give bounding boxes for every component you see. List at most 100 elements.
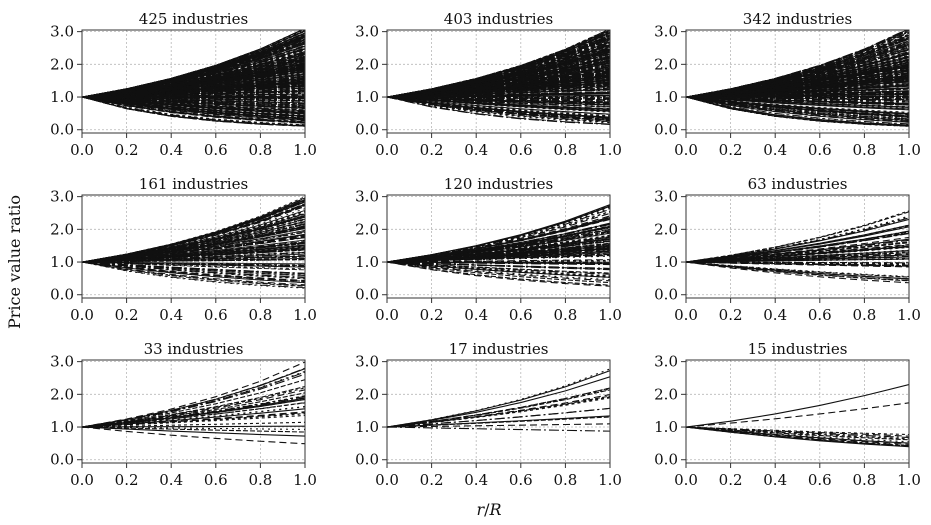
x-tick-label: 0.8: [553, 471, 577, 489]
series-line: [387, 72, 610, 98]
panel-title: 425 industries: [139, 10, 248, 28]
plot-frame: [685, 194, 910, 299]
series-line: [82, 96, 305, 124]
series-line: [686, 224, 909, 263]
y-tick-label: 1.0: [654, 418, 678, 436]
series-line: [82, 96, 305, 108]
panel-title: 161 industries: [139, 175, 248, 193]
chart-panel: 0.0 0.2 0.4 0.6 0.8 1.0 0.0 1.0 2.0 3.0 403 indust…: [355, 10, 622, 159]
panel-title: 33 industries: [144, 340, 244, 358]
series-line: [387, 240, 610, 263]
series-line: [387, 205, 610, 263]
series-line: [82, 261, 305, 271]
y-tick-label: 1.0: [50, 88, 74, 106]
series-line: [387, 96, 610, 123]
y-tick-label: 0.0: [50, 121, 74, 139]
series-line: [82, 408, 305, 428]
series-group: [387, 30, 610, 126]
series-line: [686, 96, 909, 118]
chart-panel: 0.0 0.2 0.4 0.6 0.8 1.0 0.0 1.0 2.0 3.0 120 indust…: [355, 175, 622, 324]
series-group: [686, 210, 909, 284]
series-line: [82, 252, 305, 263]
series-line: [387, 261, 610, 284]
y-tick-label: 1.0: [355, 88, 379, 106]
series-line: [387, 261, 610, 282]
series-line: [387, 96, 610, 120]
x-tick-label: 0.2: [115, 471, 139, 489]
series-group: [686, 383, 909, 448]
y-tick-label: 2.0: [355, 220, 379, 238]
series-line: [82, 96, 305, 99]
series-line: [82, 397, 305, 428]
series-line: [387, 96, 610, 98]
x-tick-label: 0.0: [70, 306, 94, 324]
series-line: [387, 423, 610, 428]
x-tick-label: 0.0: [70, 471, 94, 489]
y-tick-label: 2.0: [654, 55, 678, 73]
series-line: [686, 426, 909, 437]
x-axis-title-R: R: [489, 500, 502, 519]
series-line: [82, 261, 305, 275]
y-tick-label: 1.0: [654, 88, 678, 106]
series-line: [686, 67, 909, 98]
plot-frame: [386, 194, 611, 299]
x-tick-label: 0.8: [852, 471, 876, 489]
series-line: [686, 96, 909, 101]
series-line: [82, 426, 305, 437]
x-tick-label: 0.8: [248, 306, 272, 324]
series-line: [387, 96, 610, 115]
series-line: [82, 379, 305, 428]
series-line: [82, 261, 305, 267]
series-line: [387, 96, 610, 101]
series-line: [82, 203, 305, 263]
y-tick-label: 2.0: [50, 220, 74, 238]
series-line: [686, 96, 909, 123]
series-line: [387, 250, 610, 263]
series-line: [82, 368, 305, 428]
series-line: [82, 261, 305, 287]
series-group: [686, 30, 909, 127]
series-line: [686, 261, 909, 280]
panel-grid: 0.0 0.2 0.4 0.6 0.8 1.0 0.0 1.0 2.0 3.0 425 indust…: [50, 10, 921, 489]
series-line: [82, 96, 305, 121]
series-line: [82, 96, 305, 113]
series-line: [686, 96, 909, 106]
y-axis-title: Price value ratio: [5, 195, 24, 329]
x-tick-label: 0.2: [719, 141, 743, 159]
panel-title: 17 industries: [449, 340, 549, 358]
series-line: [82, 425, 305, 428]
x-tick-label: 0.0: [674, 306, 698, 324]
series-line: [82, 255, 305, 263]
y-tick-label: 1.0: [654, 253, 678, 271]
x-tick-label: 0.2: [719, 306, 743, 324]
series-group: [82, 196, 305, 289]
series-group: [82, 30, 305, 127]
y-tick-label: 1.0: [50, 253, 74, 271]
x-tick-label: 0.8: [248, 471, 272, 489]
y-tick-label: 2.0: [355, 55, 379, 73]
series-line: [82, 426, 305, 433]
y-tick-label: 3.0: [654, 23, 678, 41]
series-line: [82, 96, 305, 117]
series-line: [82, 66, 305, 98]
plot-frame: [386, 359, 611, 464]
panel-title: 63 industries: [748, 175, 848, 193]
series-line: [82, 215, 305, 263]
series-line: [82, 259, 305, 263]
x-axis-title: r/R: [476, 500, 501, 519]
y-tick-label: 3.0: [654, 353, 678, 371]
plot-frame: [81, 194, 306, 299]
x-tick-label: 0.6: [808, 471, 832, 489]
y-tick-label: 0.0: [654, 286, 678, 304]
x-tick-label: 0.4: [464, 306, 488, 324]
chart-panel: 0.0 0.2 0.4 0.6 0.8 1.0 0.0 1.0 2.0 3.0 342 indust…: [654, 10, 921, 159]
x-tick-label: 0.2: [420, 141, 444, 159]
x-tick-label: 0.4: [464, 471, 488, 489]
series-group: [387, 204, 610, 287]
x-tick-label: 0.4: [159, 306, 183, 324]
y-tick-label: 0.0: [50, 286, 74, 304]
x-tick-label: 1.0: [293, 471, 317, 489]
series-line: [387, 96, 610, 119]
series-line: [387, 259, 610, 263]
